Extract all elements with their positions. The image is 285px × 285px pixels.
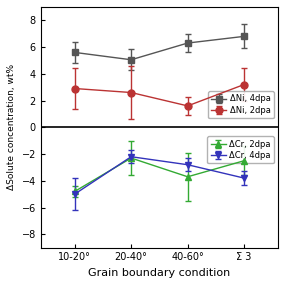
X-axis label: Grain boundary condition: Grain boundary condition <box>88 268 231 278</box>
Legend: ΔCr, 2dpa, ΔCr, 4dpa: ΔCr, 2dpa, ΔCr, 4dpa <box>207 136 274 163</box>
Y-axis label: ΔSolute concentration, wt%: ΔSolute concentration, wt% <box>7 64 16 190</box>
